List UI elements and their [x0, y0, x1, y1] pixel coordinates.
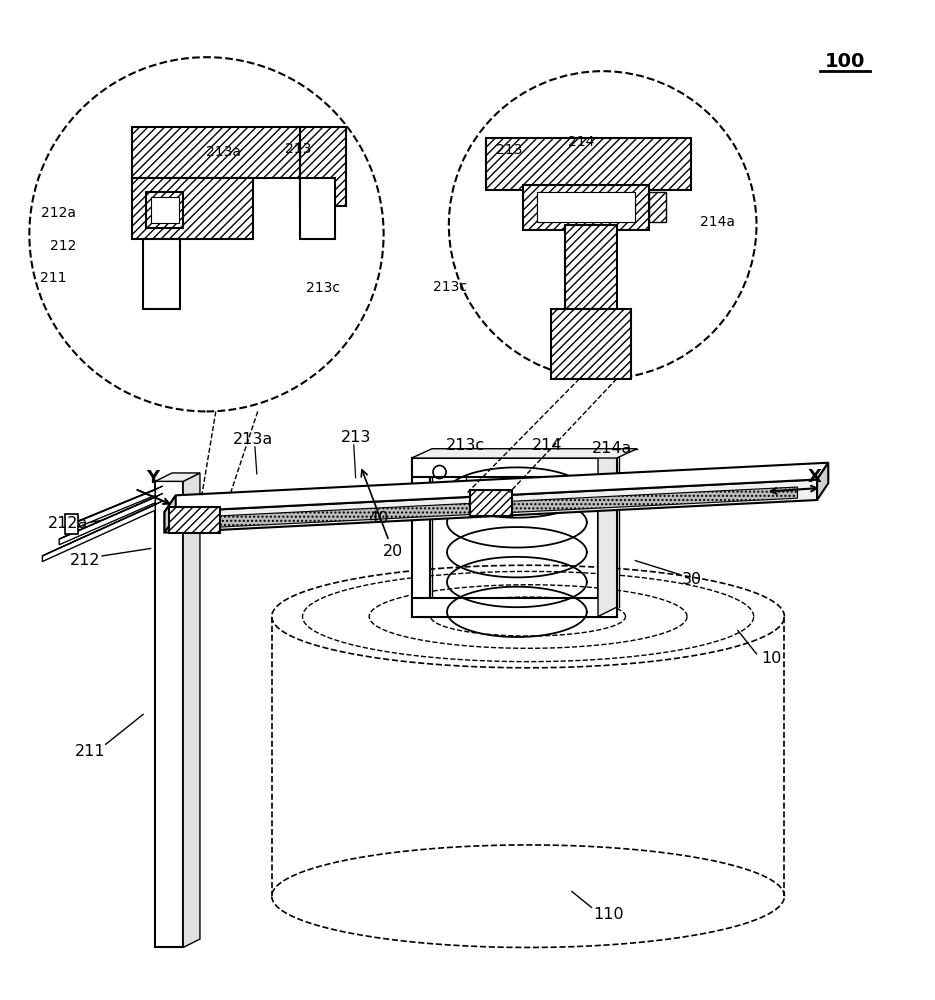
Polygon shape [155, 473, 200, 481]
Polygon shape [59, 493, 163, 539]
Polygon shape [165, 495, 176, 533]
Polygon shape [184, 487, 798, 529]
Text: 212a: 212a [49, 516, 89, 531]
Bar [552, 309, 630, 379]
Polygon shape [817, 463, 828, 500]
Text: 40: 40 [368, 511, 388, 526]
Polygon shape [42, 501, 163, 556]
Text: 213c: 213c [434, 280, 468, 294]
Bar [143, 239, 180, 309]
Text: 20: 20 [361, 470, 403, 559]
Text: 214: 214 [568, 135, 595, 149]
Polygon shape [165, 463, 828, 512]
Polygon shape [42, 505, 155, 562]
Bar [169, 507, 221, 533]
Bar [566, 225, 617, 309]
Bar [411, 458, 617, 477]
Text: 213c: 213c [446, 438, 485, 453]
Bar [649, 192, 666, 222]
Bar [411, 598, 617, 617]
Text: 212: 212 [70, 553, 101, 568]
Text: 213a: 213a [233, 432, 273, 447]
Bar [132, 178, 253, 239]
Text: 30: 30 [682, 572, 702, 587]
Text: 211: 211 [75, 744, 106, 759]
Text: 10: 10 [761, 651, 782, 666]
Bar [524, 185, 649, 230]
Text: Y: Y [146, 469, 159, 487]
Text: 213: 213 [340, 430, 371, 445]
Bar [300, 178, 335, 239]
Bar [411, 458, 430, 617]
Text: 213: 213 [496, 143, 523, 157]
Polygon shape [59, 497, 155, 545]
Polygon shape [411, 449, 637, 458]
Bar [132, 127, 300, 178]
Text: 214: 214 [531, 438, 562, 453]
Bar [300, 127, 346, 206]
Text: 212a: 212a [41, 206, 76, 220]
Bar [151, 197, 179, 223]
Circle shape [449, 71, 756, 379]
Bar [598, 458, 617, 617]
Text: X: X [807, 468, 821, 486]
Bar [65, 514, 78, 534]
Polygon shape [183, 473, 200, 947]
Polygon shape [165, 479, 817, 533]
Bar [155, 481, 183, 947]
Polygon shape [598, 449, 617, 617]
Text: 110: 110 [594, 907, 624, 922]
Bar [538, 192, 635, 222]
Text: 214a: 214a [699, 215, 735, 229]
Bar [469, 490, 511, 516]
Polygon shape [76, 490, 155, 528]
Text: 213a: 213a [206, 145, 240, 159]
Bar [538, 192, 635, 222]
Text: 213: 213 [284, 142, 311, 156]
Bar [486, 138, 691, 190]
Text: 213c: 213c [306, 281, 340, 295]
Polygon shape [76, 486, 163, 522]
Bar [146, 192, 183, 228]
Text: 100: 100 [825, 52, 865, 71]
Circle shape [29, 57, 383, 411]
Text: 212: 212 [50, 239, 76, 253]
Text: 214a: 214a [592, 441, 632, 456]
Text: 211: 211 [40, 271, 66, 285]
